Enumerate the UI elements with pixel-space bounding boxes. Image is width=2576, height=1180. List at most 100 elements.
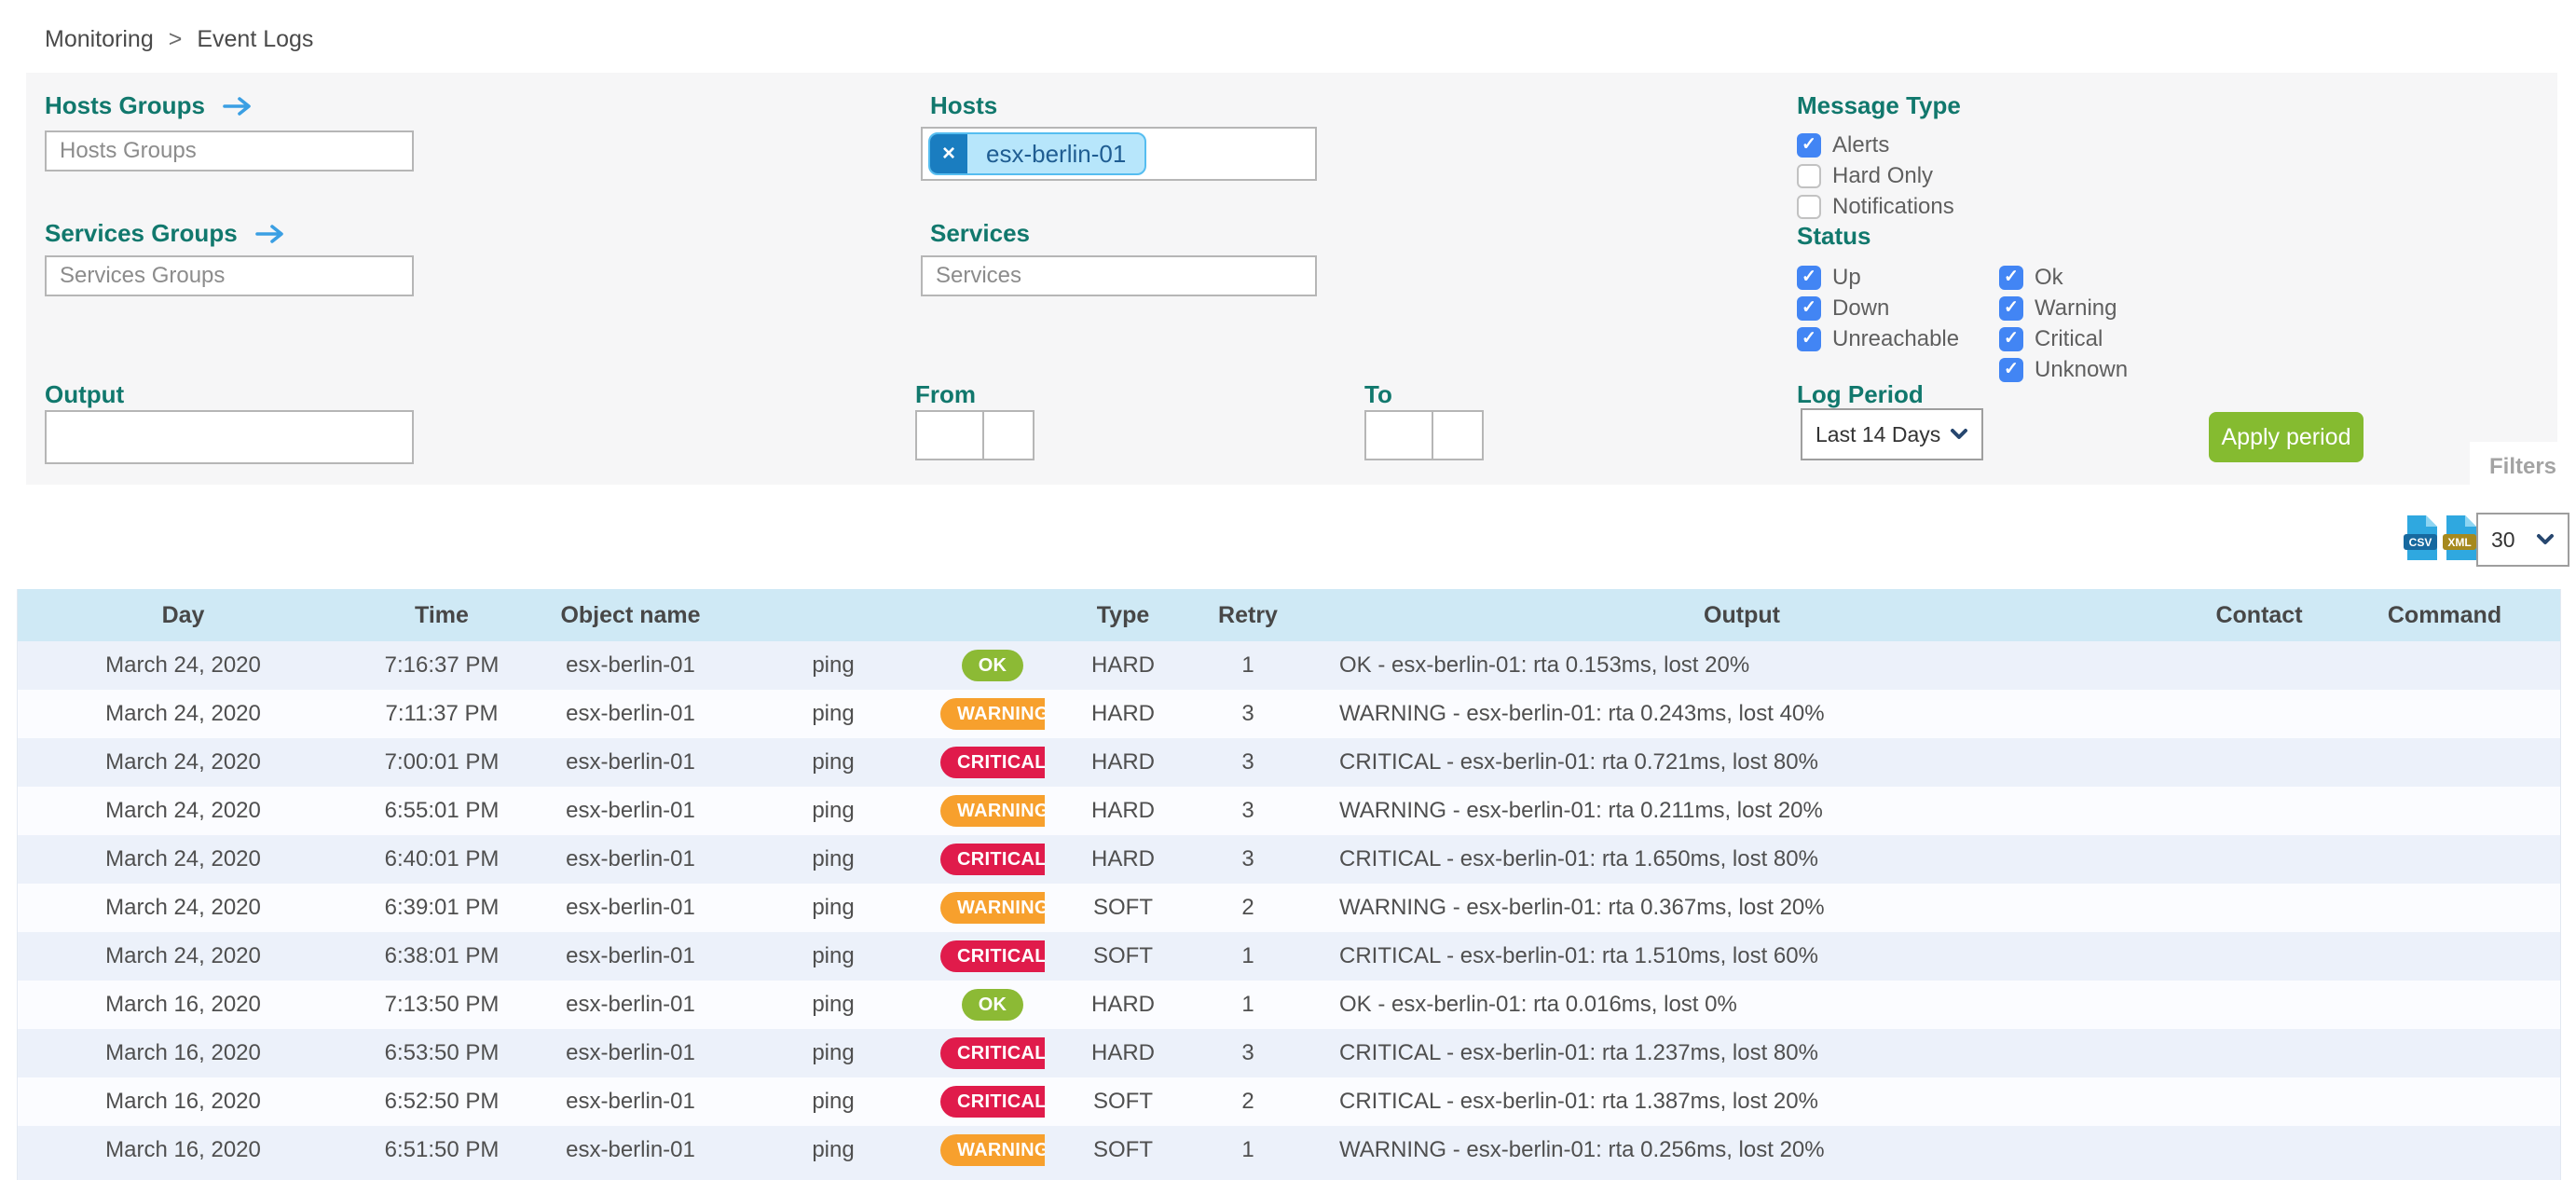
checkbox-row: Alerts xyxy=(1797,130,1961,160)
to-time-input[interactable] xyxy=(1432,410,1484,460)
arrow-right-icon[interactable] xyxy=(254,224,286,244)
cell-day: March 24, 2020 xyxy=(105,943,261,968)
cell-output: CRITICAL - esx-berlin-01: rta 1.387ms, l… xyxy=(1339,1089,1818,1114)
breadcrumb-separator: > xyxy=(168,26,183,52)
from-time-input[interactable] xyxy=(982,410,1035,460)
cell-service: ping xyxy=(812,1137,855,1162)
status-badge: CRITICAL xyxy=(940,1086,1045,1118)
cell-service: ping xyxy=(812,798,855,823)
cell-service: ping xyxy=(812,1040,855,1065)
checkbox-label: Alerts xyxy=(1832,131,1890,158)
host-chip[interactable]: × esx-berlin-01 xyxy=(928,132,1147,175)
table-row: March 24, 2020 6:38:01 PM esx-berlin-01 … xyxy=(18,932,2560,981)
export-xml-icon[interactable]: XML xyxy=(2442,515,2477,561)
log-period-value: Last 14 Days xyxy=(1816,421,1941,446)
chevron-down-icon xyxy=(2536,533,2555,546)
cell-output: WARNING - esx-berlin-01: rta 0.211ms, lo… xyxy=(1339,798,1823,823)
hosts-groups-input[interactable] xyxy=(45,130,414,172)
cell-object-name: esx-berlin-01 xyxy=(566,1040,695,1065)
services-groups-label: Services Groups xyxy=(45,219,286,248)
col-header-status xyxy=(940,589,1045,641)
status-badge: CRITICAL xyxy=(940,747,1045,778)
cell-retry: 3 xyxy=(1241,798,1254,823)
breadcrumb-event-logs[interactable]: Event Logs xyxy=(197,26,314,52)
cell-type: SOFT xyxy=(1093,1137,1153,1162)
status-columns: Up Down Unreachable xyxy=(1797,262,2128,385)
cell-command xyxy=(2329,738,2560,787)
status-host-options: Up Down Unreachable xyxy=(1797,262,1999,385)
checkbox-row: Unreachable xyxy=(1797,323,1999,354)
cell-object-name: esx-berlin-01 xyxy=(566,798,695,823)
cell-time: 6:40:01 PM xyxy=(384,846,500,871)
checkbox[interactable] xyxy=(1797,265,1821,290)
cell-type: HARD xyxy=(1090,846,1155,871)
cell-object-name: esx-berlin-01 xyxy=(566,943,695,968)
checkbox[interactable] xyxy=(1999,265,2023,290)
cell-command xyxy=(2329,932,2560,981)
table-row: March 24, 2020 6:55:01 PM esx-berlin-01 … xyxy=(18,787,2560,835)
table-body: March 24, 2020 7:16:37 PM esx-berlin-01 … xyxy=(18,641,2560,1174)
hosts-input[interactable]: × esx-berlin-01 xyxy=(921,127,1317,181)
status-label: Status xyxy=(1797,222,1871,250)
from-label: From xyxy=(915,380,976,408)
partial-next-row xyxy=(18,1174,2560,1180)
cell-service: ping xyxy=(812,1089,855,1114)
cell-output: WARNING - esx-berlin-01: rta 0.367ms, lo… xyxy=(1339,895,1825,920)
svg-text:CSV: CSV xyxy=(2409,536,2432,549)
cell-object-name: esx-berlin-01 xyxy=(566,1137,695,1162)
from-date-input[interactable] xyxy=(915,410,984,460)
table-row: March 24, 2020 7:11:37 PM esx-berlin-01 … xyxy=(18,690,2560,738)
to-date-input[interactable] xyxy=(1364,410,1433,460)
cell-object-name: esx-berlin-01 xyxy=(566,992,695,1017)
cell-command xyxy=(2329,1029,2560,1077)
col-header-service xyxy=(726,589,940,641)
checkbox[interactable] xyxy=(1999,357,2023,382)
table-row: March 24, 2020 6:40:01 PM esx-berlin-01 … xyxy=(18,835,2560,884)
cell-service: ping xyxy=(812,943,855,968)
cell-service: ping xyxy=(812,652,855,678)
arrow-right-icon[interactable] xyxy=(222,96,253,117)
cell-retry: 3 xyxy=(1241,846,1254,871)
checkbox[interactable] xyxy=(1999,295,2023,321)
table-row: March 24, 2020 7:00:01 PM esx-berlin-01 … xyxy=(18,738,2560,787)
checkbox[interactable] xyxy=(1797,132,1821,158)
services-groups-input[interactable] xyxy=(45,255,414,296)
cell-retry: 1 xyxy=(1241,1137,1254,1162)
status-badge: WARNING xyxy=(940,1134,1045,1166)
rows-per-page-select[interactable]: 30 xyxy=(2476,513,2569,567)
cell-day: March 16, 2020 xyxy=(105,992,261,1017)
checkbox[interactable] xyxy=(1797,295,1821,321)
filters-tab[interactable]: Filters xyxy=(2470,442,2576,492)
services-input[interactable] xyxy=(921,255,1317,296)
cell-type: HARD xyxy=(1090,992,1155,1017)
output-input[interactable] xyxy=(45,410,414,464)
svg-text:XML: XML xyxy=(2447,536,2471,549)
cell-time: 7:16:37 PM xyxy=(384,652,500,678)
filters-panel: Hosts Groups Hosts × esx-berlin-01 Servi… xyxy=(26,73,2557,485)
cell-time: 6:53:50 PM xyxy=(384,1040,500,1065)
checkbox[interactable] xyxy=(1797,194,1821,219)
checkbox-label: Unknown xyxy=(2035,356,2129,382)
cell-retry: 1 xyxy=(1241,652,1254,678)
cell-status: CRITICAL xyxy=(940,932,1045,981)
checkbox-row: Hard Only xyxy=(1797,160,1961,191)
apply-period-button[interactable]: Apply period xyxy=(2209,412,2364,462)
chip-remove-button[interactable]: × xyxy=(930,134,967,173)
col-header-retry: Retry xyxy=(1201,589,1295,641)
status-badge: OK xyxy=(961,650,1024,681)
checkbox[interactable] xyxy=(1797,326,1821,351)
cell-status: CRITICAL xyxy=(940,1029,1045,1077)
status-badge: OK xyxy=(961,989,1024,1021)
cell-service: ping xyxy=(812,749,855,775)
checkbox[interactable] xyxy=(1999,326,2023,351)
checkbox[interactable] xyxy=(1797,163,1821,188)
breadcrumb-monitoring[interactable]: Monitoring xyxy=(45,26,154,52)
message-type-label: Message Type xyxy=(1797,91,1961,119)
cell-status: WARNING xyxy=(940,690,1045,738)
cell-type: HARD xyxy=(1090,652,1155,678)
chevron-down-icon xyxy=(1950,428,1968,441)
checkbox-row: Notifications xyxy=(1797,191,1961,222)
export-csv-icon[interactable]: CSV xyxy=(2403,515,2438,561)
cell-object-name: esx-berlin-01 xyxy=(566,895,695,920)
log-period-select[interactable]: Last 14 Days xyxy=(1801,408,1983,460)
